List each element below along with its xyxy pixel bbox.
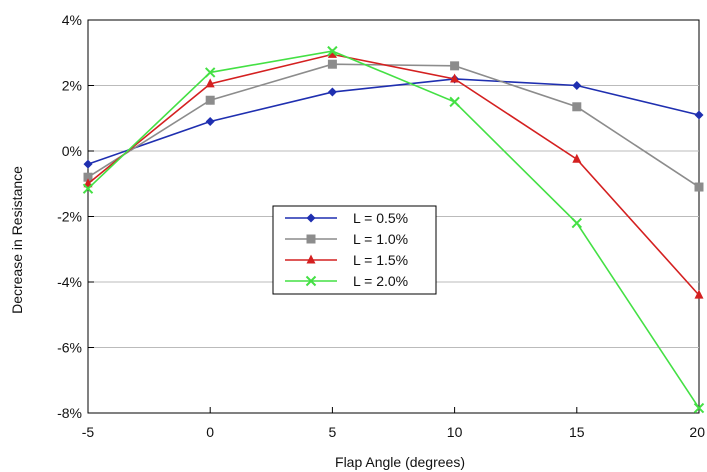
axes: 4% 2% 0% -2% -4% -6% -8%-5 0 5 10 15 20 xyxy=(57,12,705,440)
triangle-marker xyxy=(327,48,337,58)
series-line xyxy=(87,53,700,296)
y-tick-label: -4% xyxy=(57,274,82,290)
series-line xyxy=(87,63,700,188)
x-marker xyxy=(571,217,583,229)
square-marker xyxy=(306,234,316,244)
square-marker xyxy=(694,182,704,192)
diamond-marker xyxy=(327,87,337,97)
x-tick-label: -5 xyxy=(82,424,95,440)
y-tick-label: 2% xyxy=(62,78,82,94)
square-marker xyxy=(572,102,582,112)
x-marker xyxy=(693,402,705,414)
square-marker xyxy=(327,59,337,69)
legend-label: L = 1.0% xyxy=(353,231,408,247)
x-marker xyxy=(327,45,338,57)
legend-label: L = 0.5% xyxy=(353,210,408,226)
triangle-marker xyxy=(572,153,582,163)
y-tick-label: -2% xyxy=(57,209,82,225)
gridlines xyxy=(88,85,699,348)
series-group xyxy=(82,45,705,414)
x-tick-label: 10 xyxy=(447,424,463,440)
x-marker xyxy=(305,275,317,287)
legend-item: L = 2.0% xyxy=(285,273,408,289)
x-marker xyxy=(449,96,460,108)
x-marker xyxy=(82,183,94,194)
x-tick-label: 0 xyxy=(206,424,214,440)
triangle-marker xyxy=(205,78,215,88)
legend-item: L = 0.5% xyxy=(285,210,408,226)
x-tick-label: 20 xyxy=(689,424,705,440)
legend-box xyxy=(272,205,437,295)
legend-item: L = 1.5% xyxy=(285,252,408,268)
x-axis-title: Flap Angle (degrees) xyxy=(335,454,465,470)
diamond-marker xyxy=(205,117,215,127)
series-4 xyxy=(82,45,705,414)
series-line xyxy=(87,78,700,165)
diamond-marker xyxy=(306,213,316,223)
y-tick-label: -8% xyxy=(57,405,82,421)
legend-label: L = 1.5% xyxy=(353,252,408,268)
y-tick-label: 0% xyxy=(62,143,82,159)
square-marker xyxy=(205,95,215,105)
diamond-marker xyxy=(572,81,582,90)
x-tick-label: 5 xyxy=(329,424,337,440)
diamond-marker xyxy=(83,159,93,169)
legend-item: L = 1.0% xyxy=(285,231,408,247)
square-marker xyxy=(83,172,93,182)
triangle-marker xyxy=(450,73,460,83)
triangle-marker xyxy=(694,289,704,299)
series-2 xyxy=(83,59,704,192)
series-line xyxy=(87,50,700,409)
x-marker xyxy=(204,67,216,78)
y-tick-label: -6% xyxy=(57,340,82,356)
y-axis-title: Decrease in Resistance xyxy=(9,166,25,314)
legend-label: L = 2.0% xyxy=(353,273,408,289)
series-3 xyxy=(83,48,704,299)
legend: L = 0.5% L = 1.0% L = 1.5% L = 2.0% xyxy=(272,205,437,295)
x-tick-label: 15 xyxy=(569,424,585,440)
diamond-marker xyxy=(694,110,704,120)
triangle-marker xyxy=(306,254,316,264)
square-marker xyxy=(450,61,460,71)
y-tick-label: 4% xyxy=(62,12,82,28)
